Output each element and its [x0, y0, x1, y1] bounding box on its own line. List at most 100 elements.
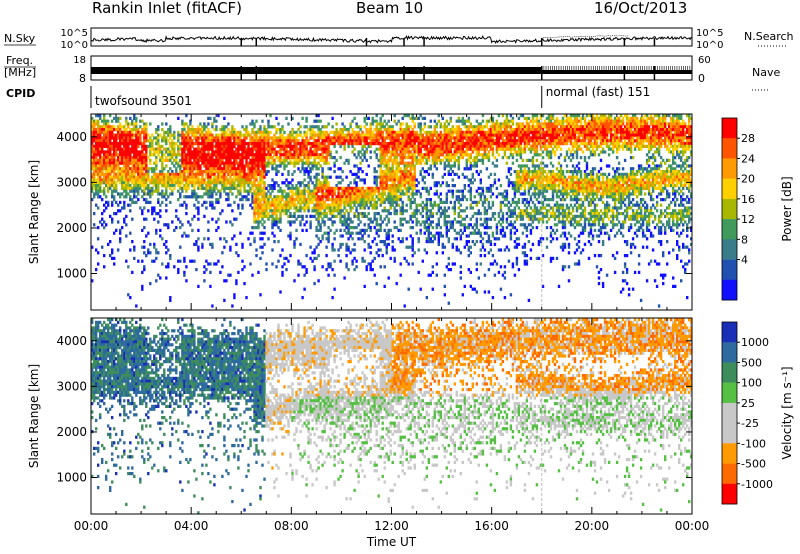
rti-cell — [127, 125, 130, 129]
rti-cell — [381, 220, 384, 224]
rti-cell — [287, 186, 290, 190]
rti-cell — [309, 223, 312, 227]
rti-cell — [133, 189, 136, 193]
rti-cell — [247, 161, 250, 165]
rti-cell — [407, 128, 410, 132]
rti-cell — [105, 150, 108, 154]
rti-cell — [179, 158, 182, 162]
rti-cell — [367, 192, 370, 196]
rti-cell — [147, 209, 150, 213]
rti-cell — [333, 259, 336, 263]
rti-cell — [215, 228, 218, 232]
rti-cell — [339, 186, 342, 190]
rti-cell — [265, 147, 268, 151]
rti-cell — [345, 158, 348, 162]
rti-cell — [217, 259, 220, 263]
rti-cell — [365, 265, 368, 269]
rti-cell — [315, 175, 318, 179]
rti-cell — [223, 142, 226, 146]
rti-cell — [179, 175, 182, 179]
rti-cell — [215, 181, 218, 185]
rti-cell — [357, 153, 360, 157]
rti-cell — [315, 147, 318, 151]
rti-cell — [281, 265, 284, 269]
rti-cell — [267, 206, 270, 210]
rti-cell — [93, 172, 96, 176]
rti-cell — [201, 133, 204, 137]
rti-cell — [355, 259, 358, 263]
rti-cell — [111, 220, 114, 224]
rti-cell — [93, 122, 96, 126]
rti-cell — [309, 144, 312, 148]
rti-cell — [429, 231, 432, 235]
rti-cell — [105, 142, 108, 146]
rti-cell — [135, 170, 138, 174]
rti-cell — [295, 150, 298, 154]
rti-cell — [253, 133, 256, 137]
rti-cell — [195, 128, 198, 132]
rti-cell — [137, 259, 140, 263]
rti-cell — [201, 128, 204, 132]
rti-cell — [211, 195, 214, 199]
rti-cell — [321, 167, 324, 171]
rti-cell — [429, 223, 432, 227]
rti-cell — [215, 119, 218, 123]
rti-cell — [259, 203, 262, 207]
rti-cell — [319, 189, 322, 193]
rti-cell — [205, 186, 208, 190]
rti-cell — [419, 203, 422, 207]
rti-cell — [99, 161, 102, 165]
rti-cell — [125, 130, 128, 134]
rti-cell — [257, 195, 260, 199]
rti-cell — [151, 209, 154, 213]
rti-cell — [325, 184, 328, 188]
rti-cell — [349, 181, 352, 185]
rti-cell — [197, 167, 200, 171]
rti-cell — [327, 192, 330, 196]
rti-cell — [185, 203, 188, 207]
rti-cell — [195, 178, 198, 182]
rti-cell — [141, 184, 144, 188]
rti-cell — [255, 198, 258, 202]
rti-cell — [423, 248, 426, 252]
rti-cell — [263, 139, 266, 143]
rti-cell — [163, 167, 166, 171]
rti-cell — [221, 170, 224, 174]
rti-cell — [143, 125, 146, 129]
rti-cell — [149, 186, 152, 190]
rti-cell — [209, 262, 212, 266]
rti-cell — [213, 158, 216, 162]
rti-cell — [259, 153, 262, 157]
rti-cell — [309, 130, 312, 134]
rti-cell — [147, 178, 150, 182]
rti-cell — [107, 150, 110, 154]
rti-cell — [395, 282, 398, 286]
rti-cell — [107, 186, 110, 190]
rti-cell — [379, 248, 382, 252]
rti-cell — [227, 161, 230, 165]
rti-cell — [105, 128, 108, 132]
rti-cell — [369, 245, 372, 249]
rti-cell — [321, 144, 324, 148]
rti-cell — [291, 189, 294, 193]
rti-cell — [211, 136, 214, 140]
rti-cell — [349, 206, 352, 210]
rti-cell — [189, 119, 192, 123]
rti-cell — [107, 200, 110, 204]
rti-cell — [189, 136, 192, 140]
rti-cell — [251, 156, 254, 160]
rti-cell — [175, 142, 178, 146]
rti-cell — [319, 181, 322, 185]
rti-cell — [273, 139, 276, 143]
rti-cell — [313, 125, 316, 129]
rti-cell — [245, 147, 248, 151]
rti-cell — [269, 184, 272, 188]
rti-cell — [201, 184, 204, 188]
rti-cell — [261, 156, 264, 160]
rti-cell — [277, 195, 280, 199]
rti-cell — [231, 172, 234, 176]
rti-cell — [361, 133, 364, 137]
rti-cell — [357, 231, 360, 235]
rti-cell — [439, 184, 442, 188]
rti-cell — [231, 181, 234, 185]
